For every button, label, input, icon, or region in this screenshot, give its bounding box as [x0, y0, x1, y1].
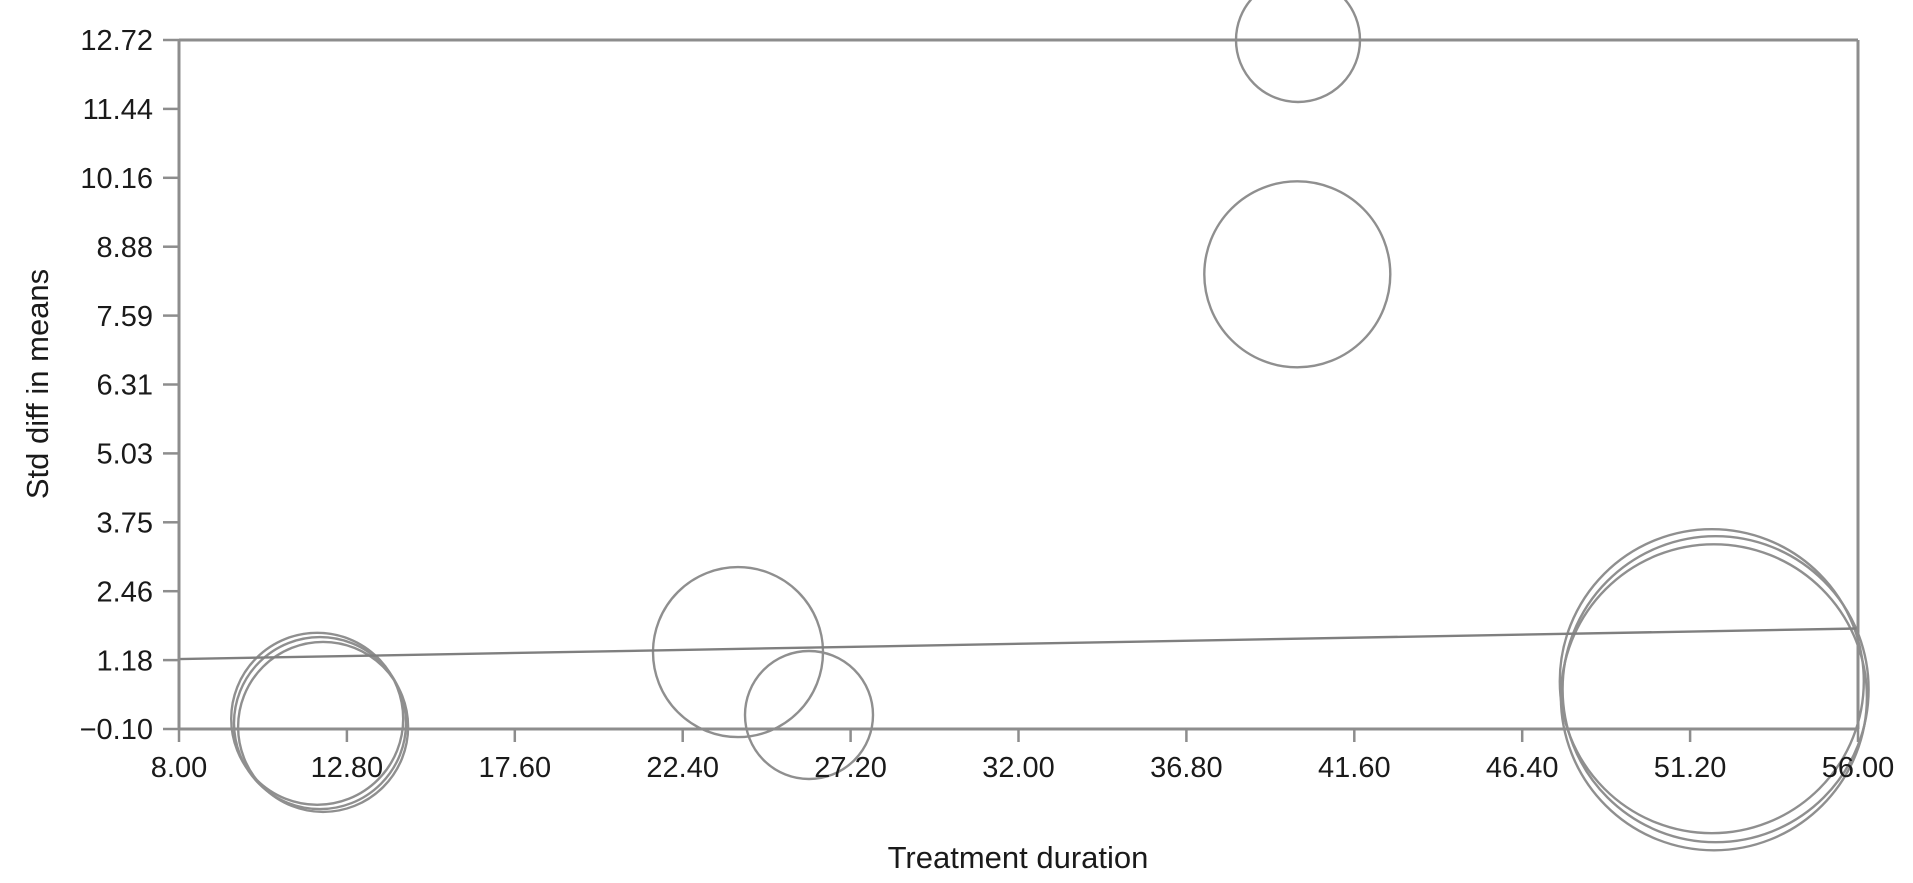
- x-axis-title: Treatment duration: [887, 840, 1149, 875]
- x-tick-label: 17.60: [479, 752, 552, 784]
- study-bubble: [743, 649, 875, 781]
- y-tick-label: −0.10: [80, 714, 153, 746]
- x-tick-label: 46.40: [1486, 752, 1559, 784]
- study-bubble: [230, 631, 405, 806]
- study-bubble: [1561, 535, 1870, 844]
- study-bubble: [1234, 0, 1362, 104]
- x-tick-label: 51.20: [1654, 752, 1727, 784]
- y-tick-label: 10.16: [80, 163, 153, 195]
- x-tick-label: 27.20: [814, 752, 887, 784]
- x-tick-label: 22.40: [646, 752, 719, 784]
- study-bubble: [1203, 180, 1392, 369]
- y-axis-title: Std diff in means: [20, 268, 55, 500]
- study-bubble: [1559, 543, 1869, 852]
- y-tick-label: 1.18: [97, 645, 153, 677]
- y-tick-label: 7.59: [97, 301, 153, 333]
- x-tick-label: 8.00: [151, 752, 207, 784]
- regression-line: [178, 627, 1859, 661]
- study-bubble: [232, 635, 408, 811]
- y-tick-label: 2.46: [97, 576, 153, 608]
- y-tick-label: 8.88: [97, 232, 153, 264]
- x-tick-label: 36.80: [1150, 752, 1223, 784]
- study-bubble: [1558, 528, 1866, 835]
- y-tick-label: 3.75: [97, 507, 153, 539]
- y-tick-label: 11.44: [83, 94, 153, 126]
- y-tick-label: 6.31: [97, 370, 153, 402]
- x-tick-label: 32.00: [982, 752, 1055, 784]
- x-tick-label: 41.60: [1318, 752, 1391, 784]
- x-tick-label: 56.00: [1822, 752, 1895, 784]
- x-tick-label: 12.80: [311, 752, 384, 784]
- y-tick-label: 12.72: [80, 25, 153, 57]
- study-bubble: [236, 640, 410, 814]
- y-tick-label: 5.03: [97, 439, 153, 471]
